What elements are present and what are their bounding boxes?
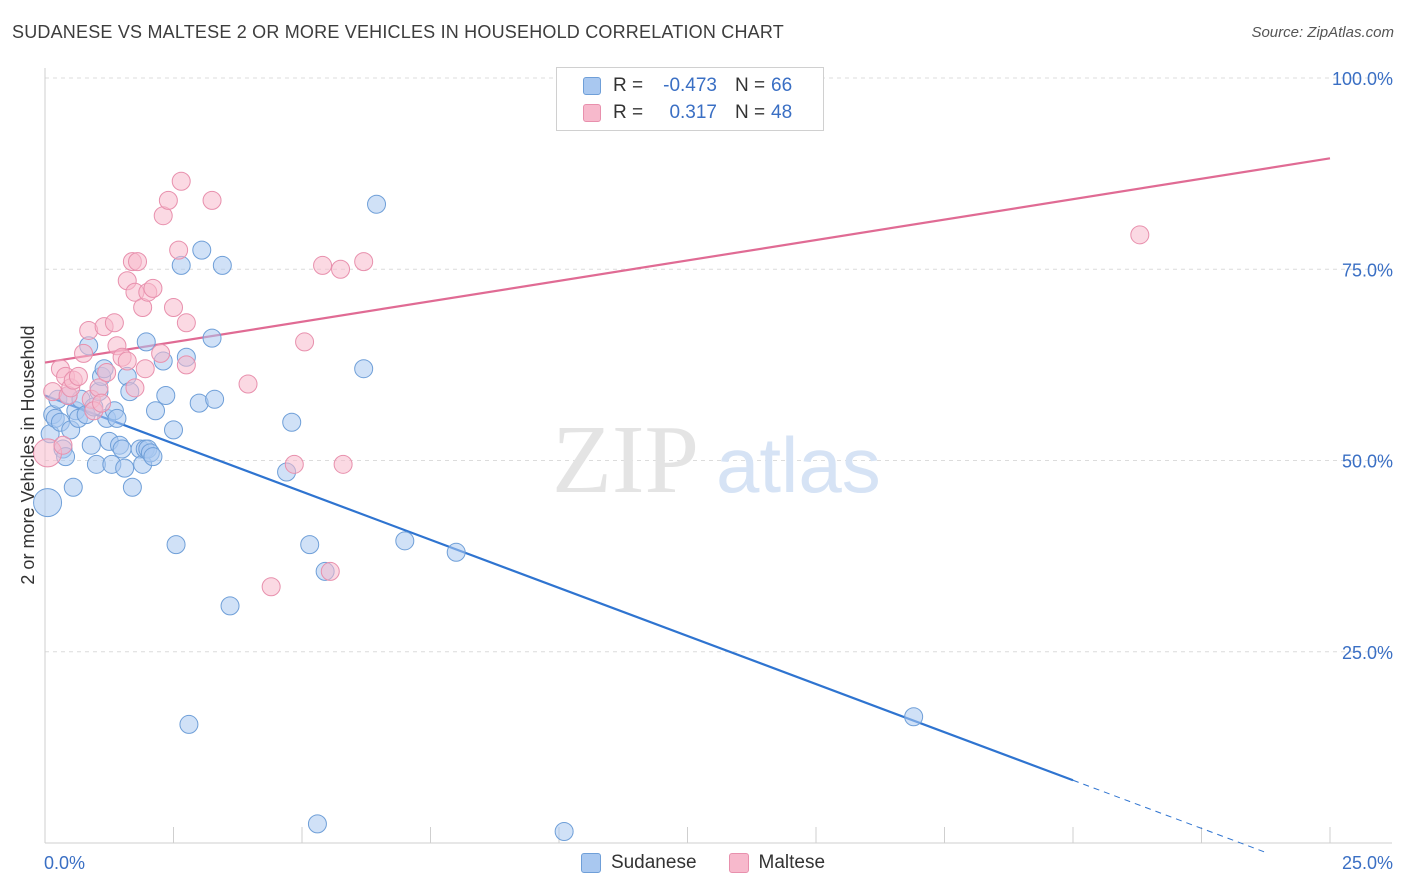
- data-point-maltese: [97, 363, 117, 383]
- data-point-maltese: [53, 435, 73, 455]
- watermark-zip: ZIP: [552, 406, 699, 514]
- data-point-maltese: [74, 343, 94, 363]
- data-point-sudanese: [33, 488, 63, 518]
- source-label: Source: ZipAtlas.com: [1251, 24, 1394, 41]
- data-point-maltese: [169, 240, 189, 260]
- data-point-maltese: [295, 332, 315, 352]
- data-point-sudanese: [179, 714, 199, 734]
- y-tick-label: 75.0%: [1342, 260, 1393, 280]
- grid-lines: [45, 77, 1392, 653]
- data-point-sudanese: [166, 535, 186, 555]
- data-point-sudanese: [220, 596, 240, 616]
- data-point-maltese: [125, 378, 145, 398]
- data-point-maltese: [261, 577, 281, 597]
- data-point-maltese: [202, 190, 222, 210]
- legend-row-sudanese: R = -0.473 N = 66: [583, 73, 792, 99]
- data-point-maltese: [320, 561, 340, 581]
- data-point-maltese: [1130, 225, 1150, 245]
- data-point-sudanese: [112, 439, 132, 459]
- legend-swatch-maltese: [728, 853, 749, 873]
- x-tick-label: 0.0%: [44, 853, 85, 873]
- data-point-sudanese: [904, 707, 924, 727]
- r-value: -0.473: [663, 75, 717, 96]
- data-point-sudanese: [81, 435, 101, 455]
- data-point-sudanese: [367, 194, 387, 214]
- data-point-sudanese: [202, 328, 222, 348]
- legend-label-maltese: Maltese: [758, 852, 826, 873]
- legend-swatch-maltese: [583, 104, 601, 122]
- watermark-atlas: atlas: [716, 421, 881, 509]
- data-point-sudanese: [192, 240, 212, 260]
- trend-extension-sudanese: [1072, 779, 1269, 854]
- data-point-sudanese: [122, 477, 142, 497]
- data-point-sudanese: [300, 535, 320, 555]
- data-point-maltese: [128, 252, 148, 272]
- data-point-sudanese: [554, 822, 574, 842]
- data-point-sudanese: [156, 385, 176, 405]
- data-point-maltese: [176, 355, 196, 375]
- data-point-sudanese: [307, 814, 327, 834]
- x-tick-label: 25.0%: [1342, 853, 1393, 873]
- data-point-sudanese: [395, 531, 415, 551]
- trend-line-maltese: [44, 157, 1331, 364]
- data-point-maltese: [238, 374, 258, 394]
- legend-label-sudanese: Sudanese: [610, 852, 697, 873]
- data-point-sudanese: [446, 542, 466, 562]
- data-point-maltese: [143, 278, 163, 298]
- legend-swatch-sudanese: [583, 77, 601, 95]
- data-point-maltese: [135, 359, 155, 379]
- data-point-maltese: [313, 255, 333, 275]
- data-point-sudanese: [212, 255, 232, 275]
- data-point-maltese: [104, 313, 124, 333]
- n-value: 66: [771, 75, 793, 96]
- y-axis-label: 2 or more Vehicles in Household: [18, 325, 38, 584]
- data-point-maltese: [164, 298, 183, 317]
- legend-item-sudanese[interactable]: Sudanese: [580, 852, 697, 874]
- tick-labels: 25.0% 50.0% 75.0% 100.0% 0.0% 25.0%: [44, 69, 1393, 873]
- data-point-sudanese: [164, 420, 183, 440]
- data-point-maltese: [354, 252, 374, 272]
- data-point-maltese: [158, 190, 178, 210]
- data-point-maltese: [151, 343, 171, 363]
- data-point-maltese: [92, 393, 112, 413]
- legend-row-maltese: R = 0.317 N = 48: [583, 100, 792, 126]
- n-value: 48: [771, 102, 793, 123]
- series-legend: Sudanese Maltese: [0, 852, 1406, 874]
- data-point-maltese: [68, 366, 88, 386]
- y-tick-label: 25.0%: [1342, 643, 1393, 663]
- data-point-sudanese: [115, 458, 135, 478]
- y-tick-label: 100.0%: [1332, 69, 1393, 89]
- n-label: N =: [735, 75, 766, 96]
- r-label: R =: [613, 75, 644, 96]
- data-point-sudanese: [107, 408, 127, 428]
- data-point-maltese: [333, 454, 353, 474]
- r-value: 0.317: [669, 102, 717, 123]
- trend-lines: [44, 157, 1331, 854]
- data-point-sudanese: [205, 389, 225, 409]
- data-point-maltese: [171, 171, 191, 191]
- n-label: N =: [735, 102, 766, 123]
- data-points: [33, 171, 1150, 842]
- data-point-sudanese: [354, 359, 374, 379]
- data-point-maltese: [176, 313, 196, 333]
- data-point-maltese: [284, 454, 304, 474]
- r-label: R =: [613, 102, 644, 123]
- data-point-sudanese: [136, 332, 156, 352]
- data-point-sudanese: [282, 412, 302, 432]
- trend-line-sudanese: [44, 394, 1074, 782]
- data-point-sudanese: [146, 401, 166, 421]
- correlation-legend: R = -0.473 N = 66 R = 0.317 N = 48: [556, 67, 824, 131]
- data-point-sudanese: [143, 447, 163, 467]
- data-point-sudanese: [63, 477, 83, 497]
- legend-item-maltese[interactable]: Maltese: [728, 852, 826, 874]
- data-point-maltese: [331, 259, 351, 279]
- chart-title: SUDANESE VS MALTESE 2 OR MORE VEHICLES I…: [12, 22, 784, 42]
- legend-swatch-sudanese: [580, 853, 601, 873]
- watermark: ZIP atlas: [552, 406, 881, 514]
- data-point-maltese: [117, 351, 137, 371]
- y-tick-label: 50.0%: [1342, 452, 1393, 472]
